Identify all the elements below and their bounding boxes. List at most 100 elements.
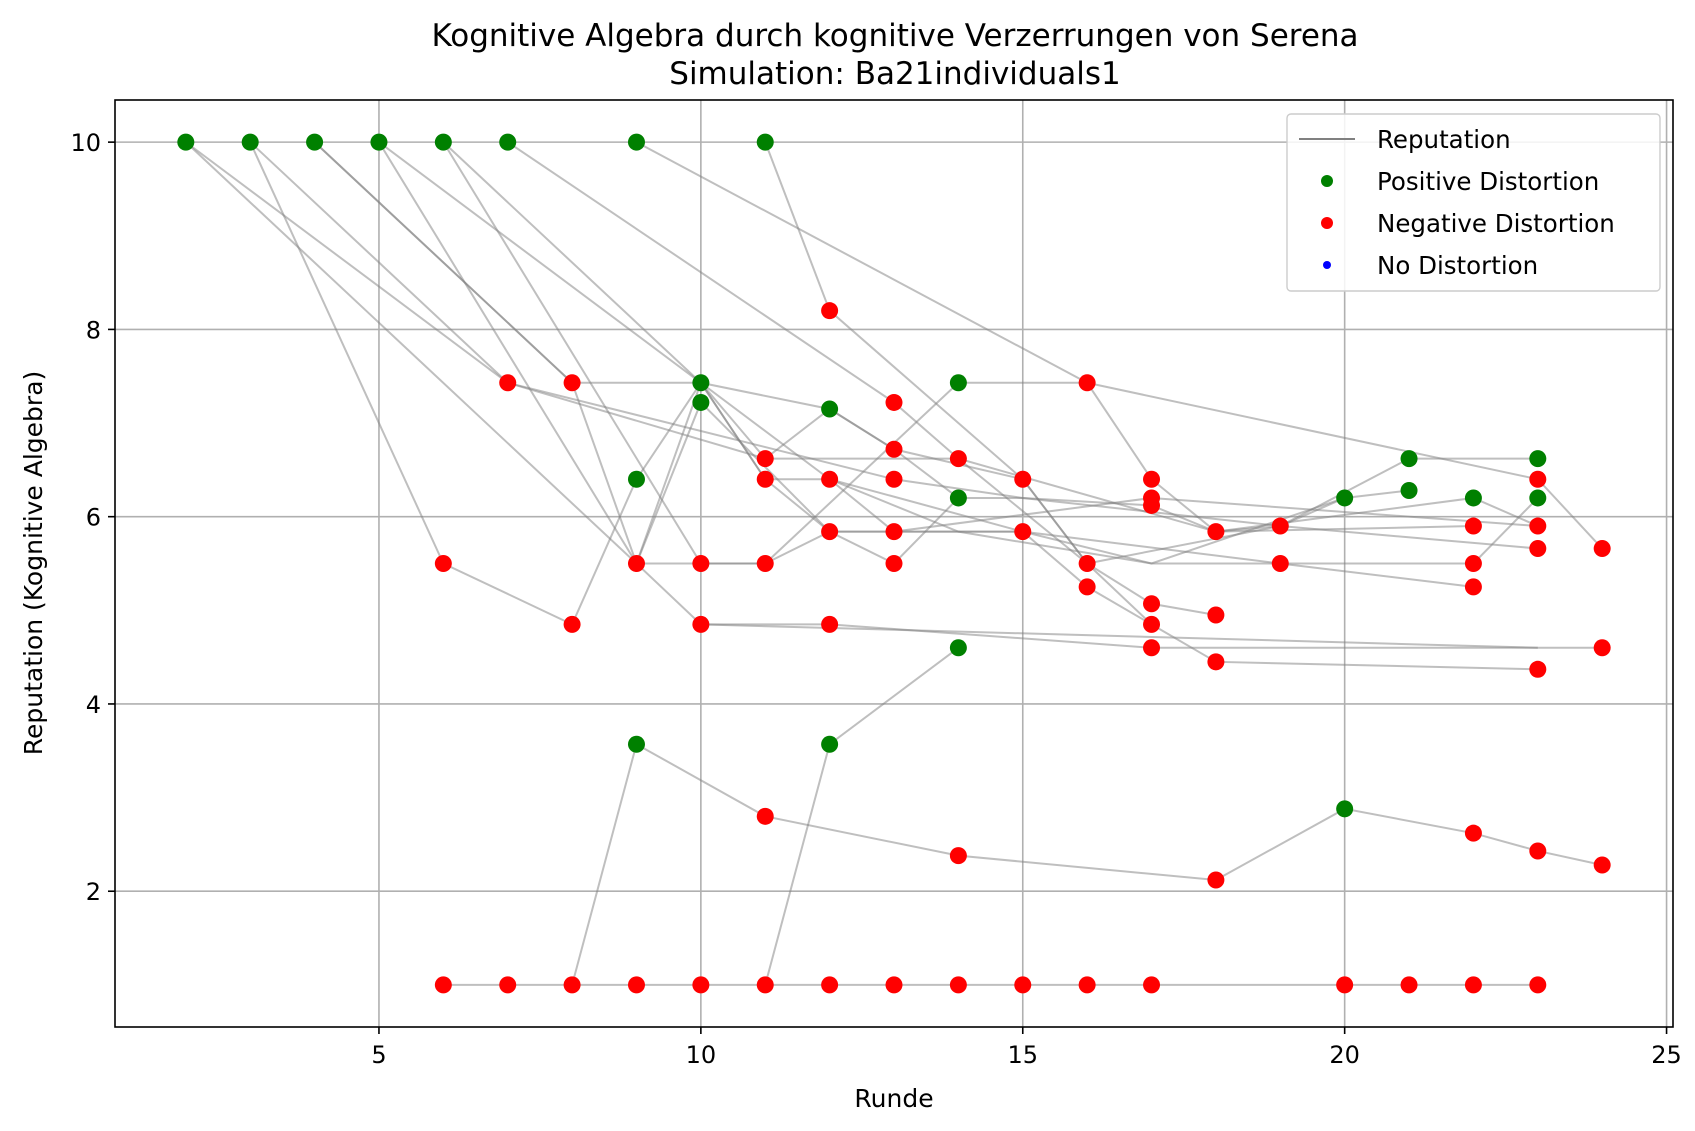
- point-negative: [949, 847, 967, 865]
- point-negative: [434, 976, 452, 994]
- point-negative: [692, 976, 710, 994]
- y-tick-label: 4: [86, 691, 101, 719]
- point-positive: [177, 133, 195, 151]
- point-negative: [1529, 976, 1547, 994]
- point-negative: [756, 976, 774, 994]
- point-negative: [1078, 555, 1096, 572]
- point-positive: [306, 133, 324, 151]
- reputation-line: [1151, 504, 1538, 550]
- point-negative: [1078, 976, 1096, 994]
- point-negative: [1143, 595, 1161, 613]
- reputation-line: [571, 743, 638, 986]
- point-positive: [627, 735, 645, 753]
- legend-label-reputation: Reputation: [1377, 125, 1511, 154]
- point-positive: [756, 133, 774, 151]
- point-positive: [949, 489, 967, 507]
- point-negative: [1207, 606, 1225, 624]
- point-negative: [1529, 517, 1547, 535]
- point-positive: [627, 470, 645, 488]
- x-tick-label: 5: [371, 1041, 386, 1069]
- point-positive: [1400, 450, 1418, 468]
- point-negative: [885, 976, 903, 994]
- point-negative: [885, 393, 903, 411]
- point-negative: [821, 976, 839, 994]
- point-positive: [949, 374, 967, 392]
- y-axis-label: Reputation (Kognitive Algebra): [19, 371, 48, 756]
- reputation-line: [829, 478, 1474, 588]
- distortion-points: [177, 133, 1611, 994]
- y-axis-ticks: 2 4 6 8 10: [70, 129, 115, 906]
- point-negative: [692, 615, 710, 633]
- point-positive: [821, 735, 839, 753]
- chart-title: Kognitive Algebra durch kognitive Verzer…: [431, 18, 1358, 54]
- point-negative: [756, 450, 774, 468]
- x-axis-ticks: 5 10 15 20 25: [371, 1027, 1682, 1069]
- y-tick-label: 2: [86, 878, 101, 906]
- point-negative: [1014, 523, 1032, 541]
- point-negative: [1529, 842, 1547, 860]
- point-positive: [1464, 489, 1482, 507]
- chart-subtitle: Simulation: Ba21individuals1: [669, 56, 1120, 92]
- point-negative: [1143, 639, 1161, 657]
- point-negative: [1143, 470, 1161, 488]
- point-negative: [563, 374, 581, 392]
- point-negative: [1207, 523, 1225, 541]
- point-negative: [885, 470, 903, 488]
- point-positive: [1400, 481, 1418, 499]
- y-tick-label: 10: [70, 129, 101, 157]
- point-negative: [434, 555, 452, 572]
- legend-label-positive: Positive Distortion: [1377, 167, 1599, 196]
- legend-box: [1286, 113, 1661, 292]
- point-negative: [1271, 555, 1289, 572]
- point-negative: [1207, 653, 1225, 671]
- point-negative: [1207, 871, 1225, 889]
- point-positive: [821, 400, 839, 418]
- x-axis-label: Runde: [854, 1084, 933, 1113]
- point-positive: [692, 393, 710, 411]
- point-negative: [627, 976, 645, 994]
- point-negative: [1143, 976, 1161, 994]
- point-negative: [949, 450, 967, 468]
- point-negative: [1464, 578, 1482, 596]
- point-positive: [1529, 450, 1547, 468]
- point-negative: [499, 976, 517, 994]
- x-tick-label: 15: [1007, 1041, 1038, 1069]
- point-negative: [1464, 976, 1482, 994]
- legend-marker-none: [1323, 261, 1331, 269]
- point-negative: [563, 976, 581, 994]
- point-negative: [692, 555, 710, 572]
- point-negative: [756, 470, 774, 488]
- point-negative: [821, 523, 839, 541]
- point-negative: [821, 470, 839, 488]
- legend: Reputation Positive Distortion Negative …: [1286, 113, 1661, 292]
- point-negative: [1593, 639, 1611, 657]
- point-positive: [499, 133, 517, 151]
- point-positive: [241, 133, 259, 151]
- point-positive: [692, 374, 710, 392]
- point-negative: [1271, 517, 1289, 535]
- reputation-line: [764, 646, 959, 986]
- point-negative: [885, 440, 903, 458]
- point-negative: [1078, 578, 1096, 596]
- x-tick-label: 10: [686, 1041, 717, 1069]
- reputation-line: [700, 623, 1603, 649]
- point-positive: [1336, 489, 1354, 507]
- reputation-line: [635, 743, 1603, 882]
- point-negative: [756, 555, 774, 572]
- point-negative: [1464, 555, 1482, 572]
- point-positive: [434, 133, 452, 151]
- point-negative: [821, 615, 839, 633]
- plot-frame: [114, 99, 1674, 1028]
- point-negative: [821, 302, 839, 320]
- x-tick-label: 20: [1329, 1041, 1360, 1069]
- point-negative: [885, 523, 903, 541]
- point-negative: [1078, 374, 1096, 392]
- point-positive: [627, 133, 645, 151]
- point-positive: [370, 133, 388, 151]
- point-negative: [1014, 976, 1032, 994]
- point-negative: [1014, 470, 1032, 488]
- legend-marker-negative: [1321, 217, 1333, 229]
- point-negative: [1400, 976, 1418, 994]
- point-negative: [756, 807, 774, 825]
